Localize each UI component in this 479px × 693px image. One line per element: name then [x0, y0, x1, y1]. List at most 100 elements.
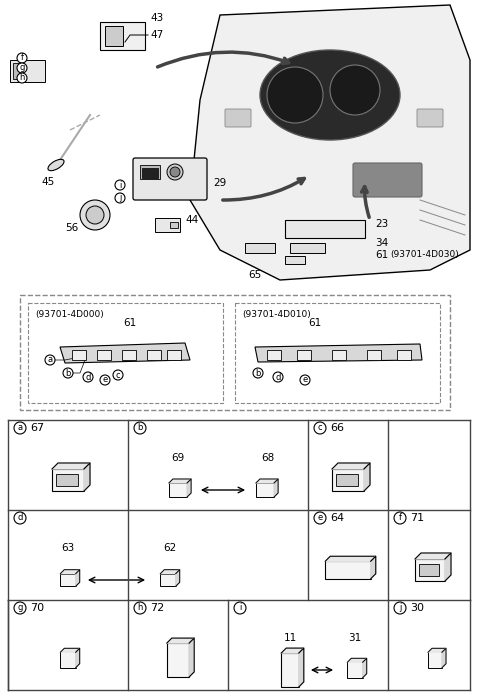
- Circle shape: [394, 602, 406, 614]
- FancyBboxPatch shape: [52, 469, 84, 491]
- Polygon shape: [60, 343, 190, 363]
- Polygon shape: [255, 344, 422, 362]
- FancyBboxPatch shape: [281, 653, 299, 687]
- Circle shape: [234, 602, 246, 614]
- Text: e: e: [302, 376, 308, 385]
- FancyBboxPatch shape: [332, 469, 364, 491]
- Polygon shape: [442, 648, 446, 667]
- Text: h: h: [19, 73, 25, 82]
- FancyBboxPatch shape: [297, 350, 311, 360]
- Text: 30: 30: [410, 603, 424, 613]
- Text: 68: 68: [262, 453, 274, 463]
- Polygon shape: [347, 658, 367, 663]
- Polygon shape: [332, 463, 370, 469]
- Circle shape: [17, 73, 27, 83]
- Polygon shape: [281, 648, 304, 653]
- Circle shape: [134, 602, 146, 614]
- Polygon shape: [167, 638, 194, 643]
- Text: a: a: [17, 423, 23, 432]
- Circle shape: [14, 422, 26, 434]
- FancyBboxPatch shape: [285, 220, 365, 238]
- Text: d: d: [275, 373, 281, 382]
- Text: 43: 43: [150, 13, 163, 23]
- FancyBboxPatch shape: [285, 256, 305, 264]
- Polygon shape: [371, 556, 376, 579]
- Circle shape: [314, 512, 326, 524]
- Text: c: c: [116, 371, 120, 380]
- FancyBboxPatch shape: [353, 163, 422, 197]
- Circle shape: [113, 370, 123, 380]
- Text: 29: 29: [213, 178, 226, 188]
- FancyBboxPatch shape: [167, 643, 189, 677]
- FancyBboxPatch shape: [147, 350, 161, 360]
- Circle shape: [83, 372, 93, 382]
- Text: b: b: [137, 423, 143, 432]
- FancyBboxPatch shape: [122, 350, 136, 360]
- Circle shape: [167, 164, 183, 180]
- Polygon shape: [176, 570, 180, 586]
- Circle shape: [115, 180, 125, 190]
- Text: b: b: [255, 369, 261, 378]
- Bar: [105, 26, 123, 46]
- Text: 23: 23: [375, 219, 388, 229]
- Polygon shape: [415, 553, 451, 559]
- Text: a: a: [47, 356, 53, 365]
- Text: 47: 47: [150, 30, 163, 40]
- Circle shape: [14, 602, 26, 614]
- Circle shape: [134, 422, 146, 434]
- Text: f: f: [399, 514, 401, 523]
- Text: 67: 67: [30, 423, 44, 433]
- Text: 64: 64: [330, 513, 344, 523]
- Text: j: j: [399, 604, 401, 613]
- FancyBboxPatch shape: [428, 652, 442, 667]
- Polygon shape: [189, 638, 194, 677]
- Bar: [13, 63, 23, 79]
- FancyBboxPatch shape: [60, 574, 76, 586]
- FancyBboxPatch shape: [267, 350, 281, 360]
- Text: 31: 31: [348, 633, 362, 643]
- Text: 11: 11: [284, 633, 297, 643]
- Polygon shape: [325, 556, 376, 561]
- Text: g: g: [19, 64, 25, 73]
- Text: g: g: [17, 604, 23, 613]
- Ellipse shape: [48, 159, 64, 170]
- Text: 70: 70: [30, 603, 44, 613]
- FancyBboxPatch shape: [20, 295, 450, 410]
- Text: (93701-4D010): (93701-4D010): [242, 310, 311, 319]
- FancyBboxPatch shape: [72, 350, 86, 360]
- Circle shape: [100, 375, 110, 385]
- Text: i: i: [239, 604, 241, 613]
- FancyBboxPatch shape: [415, 559, 445, 581]
- Circle shape: [170, 167, 180, 177]
- Text: 45: 45: [41, 177, 55, 187]
- Polygon shape: [169, 479, 191, 483]
- Polygon shape: [363, 658, 367, 678]
- Polygon shape: [190, 5, 470, 280]
- Polygon shape: [60, 648, 80, 652]
- Polygon shape: [52, 463, 90, 469]
- Text: d: d: [85, 373, 91, 382]
- Text: 62: 62: [163, 543, 177, 553]
- Ellipse shape: [260, 50, 400, 140]
- Polygon shape: [84, 463, 90, 491]
- Text: i: i: [119, 180, 121, 189]
- Circle shape: [273, 372, 283, 382]
- Text: 63: 63: [61, 543, 75, 553]
- FancyBboxPatch shape: [225, 109, 251, 127]
- Polygon shape: [60, 570, 80, 574]
- FancyBboxPatch shape: [290, 243, 325, 253]
- FancyBboxPatch shape: [97, 350, 111, 360]
- Bar: [419, 564, 439, 576]
- FancyBboxPatch shape: [155, 218, 180, 232]
- Bar: [56, 474, 78, 486]
- Text: f: f: [21, 53, 23, 62]
- Polygon shape: [256, 479, 278, 483]
- FancyBboxPatch shape: [332, 350, 346, 360]
- Text: 69: 69: [171, 453, 184, 463]
- FancyBboxPatch shape: [167, 350, 181, 360]
- Text: b: b: [65, 369, 71, 378]
- FancyBboxPatch shape: [235, 303, 440, 403]
- Circle shape: [45, 355, 55, 365]
- Circle shape: [253, 368, 263, 378]
- Text: 66: 66: [330, 423, 344, 433]
